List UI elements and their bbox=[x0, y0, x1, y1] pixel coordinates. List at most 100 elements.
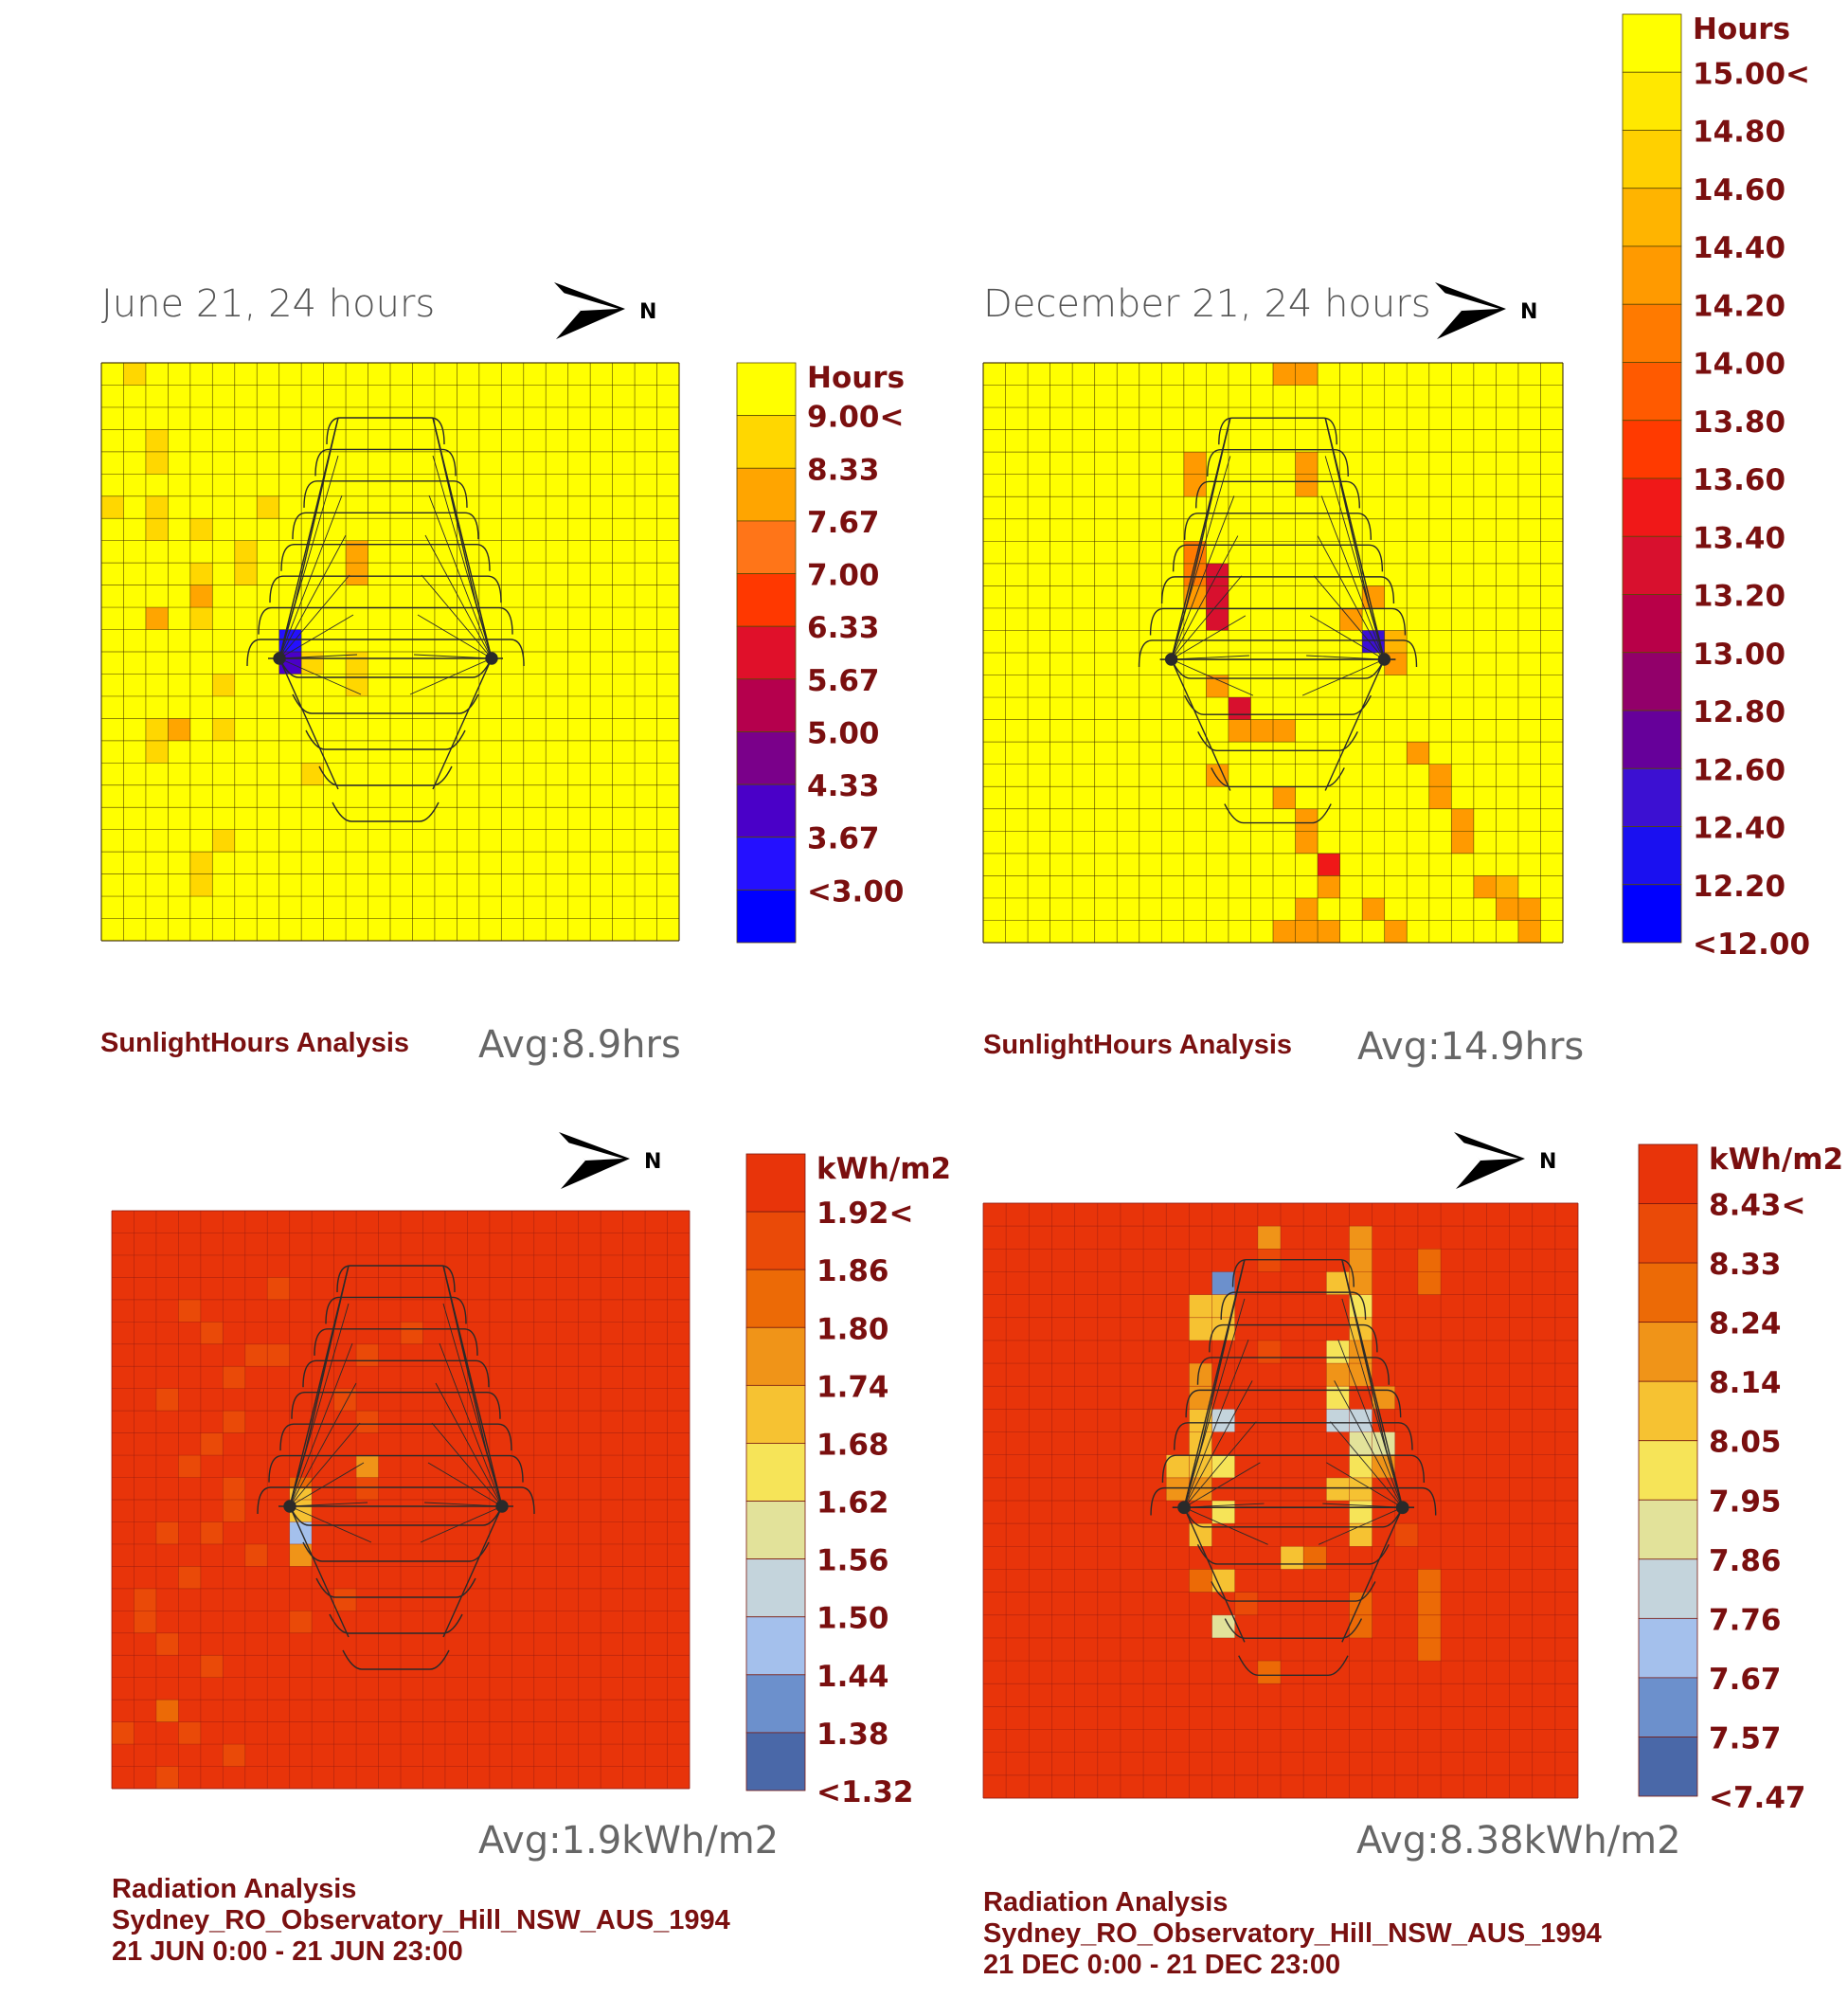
building-strut bbox=[417, 614, 493, 659]
heatmap-cell bbox=[1349, 1340, 1373, 1364]
heatmap-dec-rad bbox=[982, 1202, 1579, 1799]
legend-swatch bbox=[1622, 535, 1682, 595]
heatmap-cell bbox=[155, 1766, 179, 1789]
building-floor-line bbox=[1174, 1422, 1413, 1450]
building-floor-line bbox=[1224, 803, 1332, 824]
building-strut bbox=[428, 495, 493, 659]
heatmap-cell bbox=[223, 1477, 245, 1500]
legend-swatch bbox=[745, 1616, 806, 1676]
jun-sun-caption: SunlightHours Analysis bbox=[100, 1028, 410, 1058]
legend-tick-label: 8.05 bbox=[1709, 1426, 1782, 1460]
heatmap-cell bbox=[301, 652, 324, 675]
heatmap-cell bbox=[1349, 1249, 1373, 1272]
building-floor-line bbox=[258, 606, 513, 635]
building-strut bbox=[1320, 495, 1385, 660]
building-strut bbox=[1183, 1506, 1268, 1545]
heatmap-cell bbox=[155, 1521, 179, 1544]
building-outline bbox=[246, 417, 525, 822]
heatmap-cell bbox=[1318, 853, 1340, 876]
legend-swatch bbox=[1638, 1143, 1698, 1204]
building-node bbox=[283, 1500, 296, 1513]
heatmap-cell bbox=[1417, 1592, 1442, 1615]
heatmap-cell bbox=[1206, 585, 1229, 608]
building-strut bbox=[1183, 1462, 1261, 1508]
building-floor-line bbox=[1196, 1544, 1390, 1565]
heatmap-cell bbox=[234, 563, 258, 585]
heatmap-cell bbox=[1250, 719, 1273, 743]
north-arrow-head bbox=[554, 282, 625, 339]
building-strut bbox=[1171, 456, 1231, 660]
building-strut bbox=[289, 1505, 372, 1543]
building-floor-line bbox=[1211, 1581, 1376, 1602]
heatmap-cell bbox=[1295, 474, 1319, 497]
heatmap-cell bbox=[200, 1655, 224, 1678]
building-strut bbox=[1309, 615, 1385, 660]
heatmap-cell bbox=[356, 1477, 379, 1500]
legend-unit: kWh/m2 bbox=[1709, 1143, 1843, 1177]
building-strut bbox=[1330, 1421, 1404, 1508]
building-floor-line bbox=[325, 1296, 467, 1324]
legend-tick-label: 8.43< bbox=[1709, 1189, 1805, 1223]
heatmap-cell bbox=[1451, 831, 1474, 854]
dec-sun-average: Avg:14.9hrs bbox=[1357, 1025, 1585, 1069]
legend-tick-label: 15.00< bbox=[1693, 57, 1810, 91]
heatmap-cell bbox=[356, 1343, 379, 1367]
heatmap-cell bbox=[289, 1543, 313, 1567]
legend-swatch bbox=[736, 625, 797, 680]
legend-tick-label: 8.14 bbox=[1709, 1366, 1782, 1400]
legend-swatch bbox=[745, 1501, 806, 1560]
legend-swatch bbox=[736, 573, 797, 627]
north-arrow-label: N bbox=[1520, 300, 1537, 324]
legend-tick-label: 5.67 bbox=[807, 664, 880, 698]
heatmap-dec-sun bbox=[982, 362, 1564, 944]
heatmap-cell bbox=[1428, 764, 1452, 787]
legend-swatch bbox=[736, 520, 797, 574]
building-strut bbox=[1341, 1298, 1404, 1508]
building-strut bbox=[278, 534, 347, 659]
heatmap-cell bbox=[1318, 920, 1340, 943]
legend-swatch bbox=[736, 783, 797, 838]
building-strut bbox=[409, 657, 493, 695]
heatmap-cell bbox=[356, 1455, 379, 1478]
building-strut bbox=[278, 495, 343, 659]
heatmap-cell bbox=[1496, 875, 1518, 898]
legend-tick-label: 13.00 bbox=[1693, 638, 1785, 672]
heatmap-cell bbox=[200, 1432, 224, 1456]
dec-sun-caption: SunlightHours Analysis bbox=[983, 1030, 1293, 1060]
legend-tick-label: 13.60 bbox=[1693, 463, 1785, 497]
building-strut bbox=[289, 1382, 357, 1507]
building-strut bbox=[1171, 615, 1247, 660]
heatmap-jun-sun bbox=[100, 362, 680, 942]
building-strut bbox=[1317, 535, 1385, 660]
heatmap-cell bbox=[1349, 1477, 1373, 1501]
building-floor-line bbox=[292, 693, 479, 714]
north-arrow-head bbox=[1435, 282, 1506, 339]
heatmap-cell bbox=[1228, 697, 1251, 720]
heatmap-cell bbox=[189, 852, 213, 874]
heatmap-cell bbox=[1257, 1340, 1281, 1364]
building-strut bbox=[1301, 658, 1385, 696]
heatmap-cell bbox=[223, 1744, 245, 1767]
heatmap-jun-rad bbox=[111, 1210, 691, 1790]
legend-swatch bbox=[1622, 245, 1682, 305]
heatmap-cell bbox=[1166, 1454, 1190, 1478]
legend-tick-label: 1.56 bbox=[816, 1544, 889, 1578]
building-floor-line bbox=[268, 1454, 524, 1483]
heatmap-cell bbox=[1273, 719, 1296, 743]
heatmap-cell bbox=[178, 1299, 201, 1323]
building-floor-line bbox=[1172, 544, 1384, 572]
legend-tick-label: 7.86 bbox=[1709, 1544, 1782, 1578]
heatmap-cell bbox=[333, 1588, 357, 1611]
heatmap-cell bbox=[123, 363, 146, 386]
heatmap-cell bbox=[1349, 1501, 1373, 1524]
heatmap-cell bbox=[1206, 607, 1229, 631]
heatmap-cell bbox=[1257, 1661, 1281, 1684]
building-node bbox=[495, 1500, 509, 1513]
legend-swatch bbox=[736, 678, 797, 732]
heatmap-cell bbox=[145, 429, 169, 452]
building-node bbox=[1377, 653, 1391, 666]
north-arrow-icon: N bbox=[559, 1132, 661, 1189]
heatmap-cell bbox=[1326, 1409, 1350, 1432]
legend-tick-label: 7.95 bbox=[1709, 1485, 1782, 1519]
heatmap-cell bbox=[1228, 719, 1251, 743]
